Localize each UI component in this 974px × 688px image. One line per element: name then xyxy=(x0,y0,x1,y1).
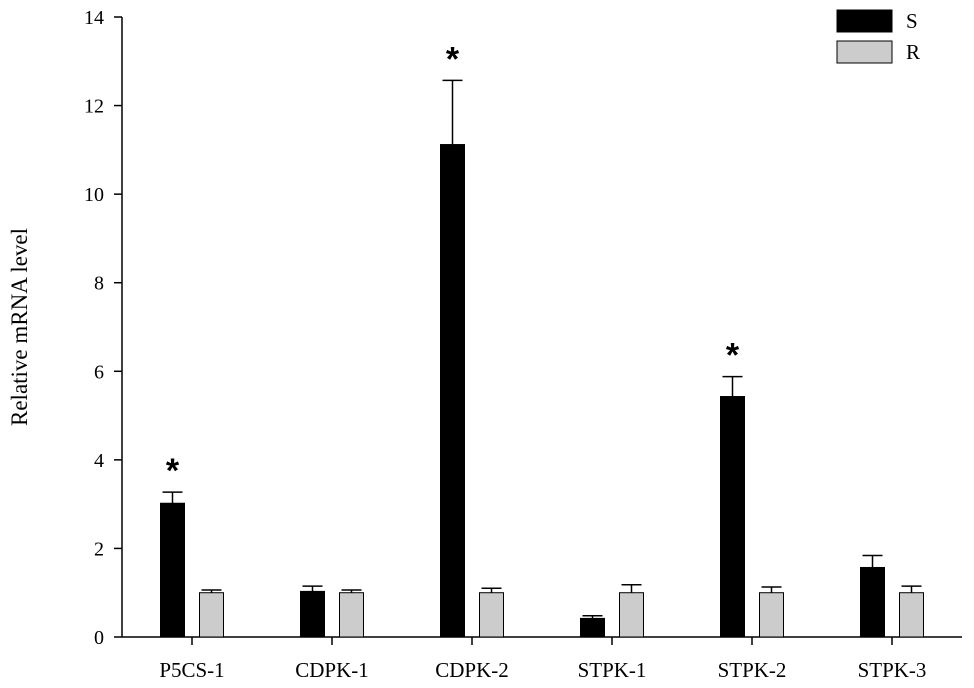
x-tick-label: STPK-1 xyxy=(578,658,647,682)
x-tick-label: P5CS-1 xyxy=(159,658,224,682)
x-tick-label: STPK-3 xyxy=(858,658,927,682)
legend-swatch-R xyxy=(836,40,893,64)
bar-S-STPK-2 xyxy=(720,396,745,638)
y-tick-label: 6 xyxy=(94,361,104,383)
significance-marker: * xyxy=(726,337,740,375)
bar-R-STPK-1 xyxy=(619,592,644,638)
bars: * * * xyxy=(160,40,924,638)
bar-S-STPK-3 xyxy=(860,566,885,638)
x-tick-label: CDPK-2 xyxy=(435,658,509,682)
y-tick-label: 8 xyxy=(94,273,104,295)
x-tick-label: STPK-2 xyxy=(718,658,787,682)
y-tick-label: 4 xyxy=(94,450,104,472)
bar-S-P5CS-1 xyxy=(160,502,185,638)
legend-label: R xyxy=(906,40,920,64)
legend-swatch-S xyxy=(836,9,893,33)
x-tick-label: CDPK-1 xyxy=(295,658,369,682)
bar-R-STPK-3 xyxy=(899,592,924,638)
bar-R-P5CS-1 xyxy=(199,592,224,638)
significance-marker: * xyxy=(166,452,180,490)
bar-R-STPK-2 xyxy=(759,592,784,638)
bar-R-CDPK-1 xyxy=(339,592,364,638)
legend-label: S xyxy=(906,9,918,33)
y-tick-label: 0 xyxy=(94,627,104,649)
bar-S-CDPK-1 xyxy=(300,590,325,638)
axes: 0 2 4 6 8 10 12 14 Relative mRNA level P5CS-1 CDPK… xyxy=(7,7,962,682)
y-tick-label: 2 xyxy=(94,538,104,560)
bar-S-CDPK-2 xyxy=(440,144,465,638)
bar-R-CDPK-2 xyxy=(479,592,504,638)
bar-S-STPK-1 xyxy=(580,617,605,638)
y-axis-title: Relative mRNA level xyxy=(7,228,32,426)
y-tick-label: 14 xyxy=(84,7,104,29)
legend: SR xyxy=(836,9,920,64)
y-tick-label: 12 xyxy=(84,96,104,118)
y-tick-label: 10 xyxy=(84,184,104,206)
significance-marker: * xyxy=(446,40,460,78)
